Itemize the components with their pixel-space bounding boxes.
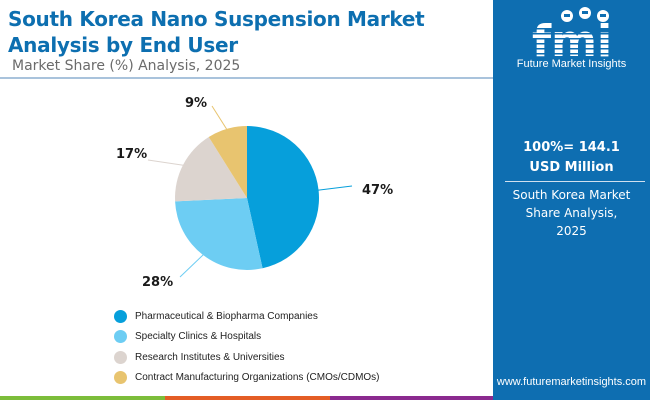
panel-description-text: South Korea Market Share Analysis, 2025	[512, 188, 631, 238]
bottom-bar-orange	[165, 396, 330, 400]
leader-line-cmo	[211, 105, 229, 131]
market-total-value: 100%= 144.1 USD Million	[523, 140, 620, 175]
legend-swatch	[114, 309, 127, 323]
legend-swatch	[114, 330, 127, 344]
slice-label-cmo: 9%	[185, 96, 208, 111]
fmi-logo-icon: fmi	[515, 7, 630, 67]
slice-label-clinics: 28%	[142, 275, 174, 290]
logo-text: Future Market Insights	[516, 58, 627, 70]
legend-item-cmo: Contract Manufacturing Organizations (CM…	[114, 368, 380, 389]
chart-subtitle: Market Share (%) Analysis, 2025	[12, 58, 241, 74]
bottom-bar-green	[0, 396, 165, 400]
pie-slice-cmo	[208, 126, 247, 198]
summary-panel: fmi Future Market Insights 100%= 144.1 U…	[493, 0, 650, 400]
legend-item-research: Research Institutes & Universities	[114, 347, 380, 368]
title-divider	[0, 77, 493, 79]
pie-slice-pharma	[247, 126, 320, 269]
legend-label: Pharmaceutical & Biopharma Companies	[135, 310, 318, 322]
legend-swatch	[114, 371, 127, 385]
leader-line-research	[147, 159, 186, 167]
market-total: 100%= 144.1 USD Million	[493, 138, 650, 178]
panel-divider	[505, 181, 645, 182]
bottom-bar-purple	[330, 396, 493, 400]
slice-label-research: 17%	[116, 147, 148, 162]
svg-text:fmi: fmi	[532, 16, 612, 67]
slice-label-pharma: 47%	[362, 183, 394, 198]
leader-line-pharma	[316, 185, 353, 191]
pie-chart	[147, 105, 353, 278]
chart-legend: Pharmaceutical & Biopharma Companies Spe…	[114, 306, 380, 388]
website-url: www.futuremarketinsights.com	[496, 376, 647, 388]
legend-item-pharma: Pharmaceutical & Biopharma Companies	[114, 306, 380, 327]
legend-label: Contract Manufacturing Organizations (CM…	[135, 372, 380, 384]
chart-title: South Korea Nano Suspension Market Analy…	[8, 7, 425, 57]
legend-label: Specialty Clinics & Hospitals	[135, 331, 262, 343]
pie-slice-clinics	[175, 198, 263, 270]
legend-swatch	[114, 350, 127, 364]
legend-item-clinics: Specialty Clinics & Hospitals	[114, 327, 380, 348]
panel-description: South Korea Market Share Analysis, 2025	[493, 186, 650, 240]
legend-label: Research Institutes & Universities	[135, 351, 285, 363]
leader-line-clinics	[179, 253, 205, 278]
pie-slice-research	[175, 136, 247, 202]
